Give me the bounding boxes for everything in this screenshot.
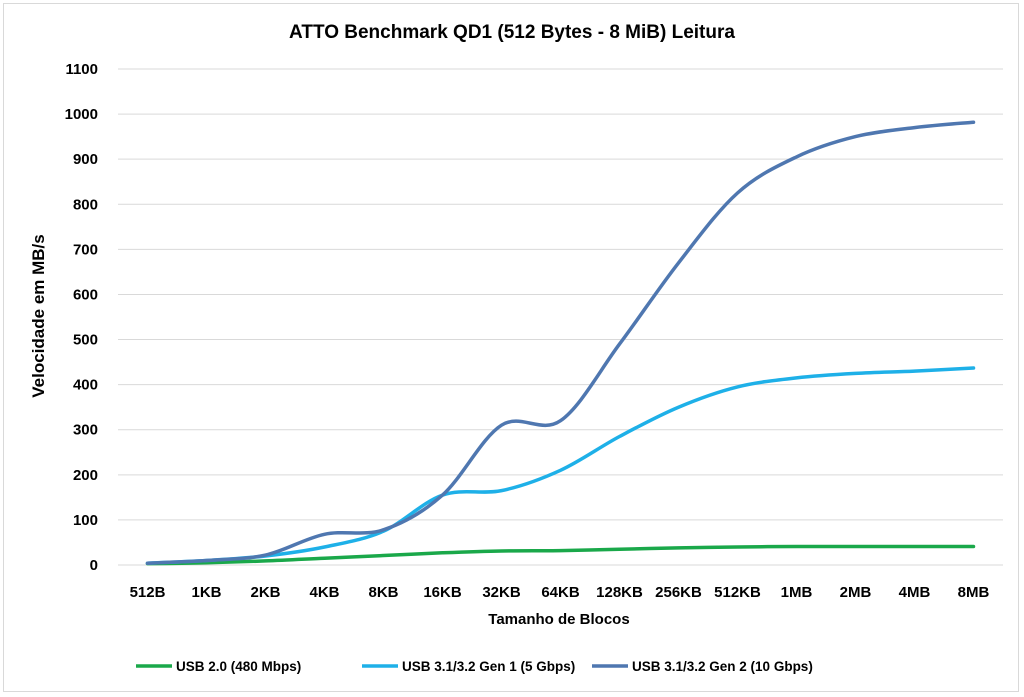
x-tick-label: 128KB (596, 584, 643, 601)
chart-title: ATTO Benchmark QD1 (512 Bytes - 8 MiB) L… (289, 22, 735, 43)
chart-frame (3, 3, 1019, 692)
y-tick-label: 900 (73, 151, 98, 168)
x-tick-label: 4KB (309, 584, 339, 601)
y-tick-label: 600 (73, 286, 98, 303)
x-axis-label: Tamanho de Blocos (488, 611, 629, 628)
x-tick-label: 2KB (250, 584, 280, 601)
legend-label-usb-3-gen1: USB 3.1/3.2 Gen 1 (5 Gbps) (402, 659, 575, 674)
y-axis-ticks: 0 100 200 300 400 500 600 700 800 900 1000 1100 (65, 61, 98, 574)
y-tick-label: 700 (73, 241, 98, 258)
legend-label-usb-3-gen2: USB 3.1/3.2 Gen 2 (10 Gbps) (632, 659, 813, 674)
series-lines (145, 120, 976, 566)
x-axis-ticks: 512B 1KB 2KB 4KB 8KB 16KB 32KB 64KB 128KB 256KB 51… (130, 584, 990, 601)
y-tick-label: 100 (73, 512, 98, 529)
x-tick-label: 64KB (541, 584, 580, 601)
y-tick-label: 500 (73, 332, 98, 349)
y-tick-label: 0 (90, 557, 98, 574)
y-tick-label: 300 (73, 422, 98, 439)
x-tick-label: 256KB (655, 584, 702, 601)
y-tick-label: 1000 (65, 106, 98, 123)
y-tick-label: 400 (73, 377, 98, 394)
x-tick-label: 512B (130, 584, 166, 601)
legend: USB 2.0 (480 Mbps) USB 3.1/3.2 Gen 1 (5 G… (136, 659, 813, 674)
x-tick-label: 16KB (423, 584, 462, 601)
y-tick-label: 200 (73, 467, 98, 484)
x-tick-label: 1MB (781, 584, 813, 601)
x-tick-label: 2MB (840, 584, 872, 601)
x-tick-label: 8KB (368, 584, 398, 601)
x-tick-label: 4MB (899, 584, 931, 601)
series-line-usb-3-gen1 (145, 366, 976, 565)
legend-label-usb-2-0: USB 2.0 (480 Mbps) (176, 659, 301, 674)
series-line-usb-3-gen2 (145, 120, 976, 565)
gridlines (118, 68, 1003, 566)
y-tick-label: 800 (73, 196, 98, 213)
x-tick-label: 32KB (482, 584, 521, 601)
y-axis-label: Velocidade em MB/s (29, 234, 48, 397)
x-tick-label: 8MB (958, 584, 990, 601)
x-tick-label: 512KB (714, 584, 761, 601)
x-tick-label: 1KB (191, 584, 221, 601)
y-tick-label: 1100 (65, 61, 98, 78)
series-line-usb-2-0 (145, 544, 976, 566)
